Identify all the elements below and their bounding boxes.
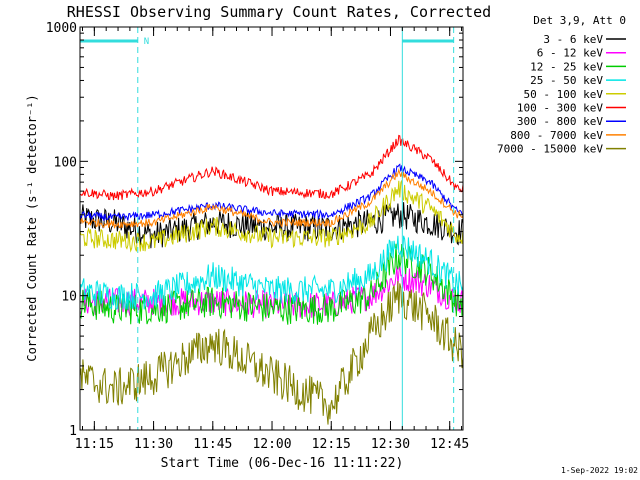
footer-timestamp: 1-Sep-2022 19:02 <box>561 466 638 475</box>
series-line <box>79 134 464 201</box>
flag-label: N <box>144 37 149 47</box>
legend-label: 25 - 50 keV <box>530 74 603 87</box>
series-line <box>79 235 464 310</box>
y-tick-label: 10 <box>61 290 77 305</box>
legend-label: 100 - 300 keV <box>517 102 603 115</box>
x-tick-label: 12:45 <box>430 437 469 452</box>
legend-label: 50 - 100 keV <box>524 88 604 101</box>
x-tick-label: 11:45 <box>193 437 232 452</box>
axes: 1 10 100 1000 11:15 11:30 11:45 12:00 12:15 12:30… <box>46 21 470 452</box>
x-tick-label: 11:30 <box>134 437 173 452</box>
legend-label: 3 - 6 keV <box>543 33 603 46</box>
series-line <box>79 163 464 222</box>
legend-title: Det 3,9, Att 0 <box>533 14 626 27</box>
y-tick-label: 100 <box>54 155 77 170</box>
legend-label: 300 - 800 keV <box>517 115 603 128</box>
axis-frame <box>79 26 464 431</box>
x-tick-label: 11:15 <box>75 437 114 452</box>
series-line <box>79 280 464 425</box>
chart-title: RHESSI Observing Summary Count Rates, Co… <box>67 3 491 21</box>
legend-label: 12 - 25 keV <box>530 60 603 73</box>
y-tick-label: 1 <box>69 424 77 439</box>
plot-area: N <box>79 27 464 430</box>
y-tick-label: 1000 <box>46 21 77 36</box>
x-tick-label: 12:15 <box>312 437 351 452</box>
series-line <box>79 180 464 253</box>
x-axis-label: Start Time (06-Dec-16 11:11:22) <box>161 456 404 471</box>
legend-label: 6 - 12 keV <box>537 47 604 60</box>
x-tick-label: 12:00 <box>252 437 291 452</box>
legend-label: 7000 - 15000 keV <box>497 143 603 156</box>
legend-label: 800 - 7000 keV <box>510 129 603 142</box>
y-axis-label: Corrected Count Rate (s⁻¹ detector⁻¹) <box>25 94 39 361</box>
series-line <box>79 168 464 229</box>
x-tick-label: 12:30 <box>371 437 410 452</box>
